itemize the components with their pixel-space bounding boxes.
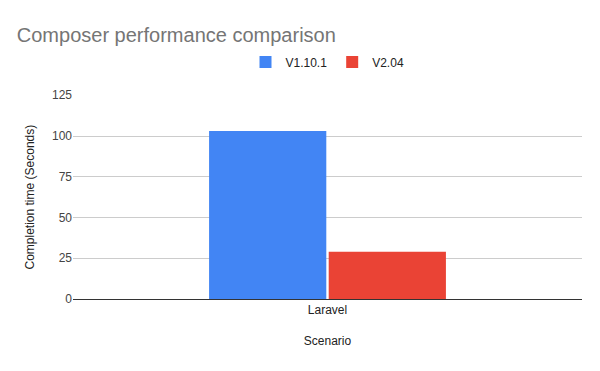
svg-text:125: 125: [52, 88, 72, 102]
svg-text:Scenario: Scenario: [304, 334, 352, 348]
svg-text:V2.04: V2.04: [372, 56, 404, 70]
svg-text:Laravel: Laravel: [308, 303, 347, 317]
svg-text:100: 100: [52, 129, 72, 143]
svg-text:25: 25: [59, 251, 73, 265]
svg-text:0: 0: [65, 292, 72, 306]
svg-text:50: 50: [59, 211, 73, 225]
svg-text:Composer performance compariso: Composer performance comparison: [17, 24, 336, 46]
svg-text:75: 75: [59, 170, 73, 184]
svg-text:V1.10.1: V1.10.1: [286, 56, 328, 70]
svg-text:Completion time (Seconds): Completion time (Seconds): [23, 125, 37, 270]
